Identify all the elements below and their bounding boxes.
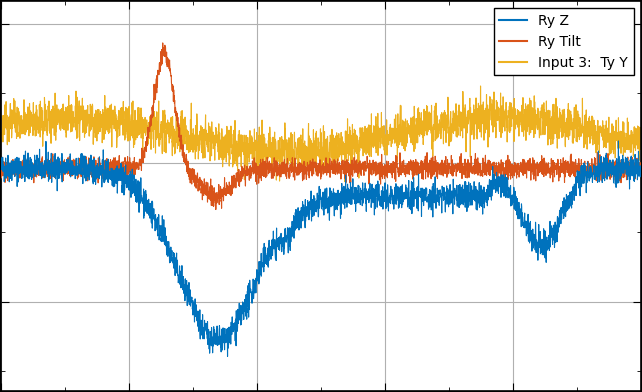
Ry Z (71, 165, 78, 169)
Ry Z (625, 162, 632, 166)
Input 3:  Ty Y: (0.981, 0.076): Ty Y: (0.981, 0.076) (625, 139, 632, 144)
Input 3:  Ty Y: (0, 0.0898): Ty Y: (0, 0.0898) (0, 135, 5, 140)
Ry Tilt (243, 169, 251, 174)
Input 3:  Ty Y: (0.383, 0.0745): Ty Y: (0.383, 0.0745) (243, 140, 250, 144)
Line: Input 3:  Ty Y: Input 3: Ty Y (1, 86, 641, 182)
Line: Ry Tilt: Ry Tilt (1, 43, 641, 210)
Ry Z (614, 139, 622, 143)
Ry Z (555, 216, 563, 220)
Ry Tilt (0, 175, 5, 180)
Input 3:  Ty Y: (0.75, 0.276): Ty Y: (0.75, 0.276) (477, 83, 485, 88)
Ry Tilt (637, 172, 642, 176)
Ry Tilt (625, 166, 632, 171)
Input 3:  Ty Y: (0.873, 0.194): Ty Y: (0.873, 0.194) (556, 106, 564, 111)
Ry Z (108, 183, 116, 188)
Input 3:  Ty Y: (0.537, -0.0687): Ty Y: (0.537, -0.0687) (341, 180, 349, 184)
Ry Z (243, 317, 250, 321)
Ry Tilt (108, 163, 116, 168)
Input 3:  Ty Y: (0.427, 0.014): Ty Y: (0.427, 0.014) (270, 156, 278, 161)
Ry Z (270, 245, 278, 250)
Line: Ry Z: Ry Z (1, 141, 641, 356)
Ry Z (0, 162, 5, 167)
Ry Tilt (556, 167, 564, 171)
Ry Z (223, 354, 231, 359)
Legend: Ry Z, Ry Tilt, Input 3:  Ty Y: Ry Z, Ry Tilt, Input 3: Ty Y (494, 8, 634, 75)
Input 3:  Ty Y: (0.114, 0.155): Ty Y: (0.114, 0.155) (71, 117, 78, 122)
Input 3:  Ty Y: (0.173, 0.139): Ty Y: (0.173, 0.139) (108, 122, 116, 127)
Ry Tilt (159, 40, 166, 45)
Ry Z (637, 167, 642, 172)
Ry Tilt (271, 160, 279, 165)
Ry Tilt (71, 171, 78, 176)
Ry Tilt (212, 207, 220, 212)
Input 3:  Ty Y: (1, 0.0993): Ty Y: (1, 0.0993) (637, 132, 642, 137)
